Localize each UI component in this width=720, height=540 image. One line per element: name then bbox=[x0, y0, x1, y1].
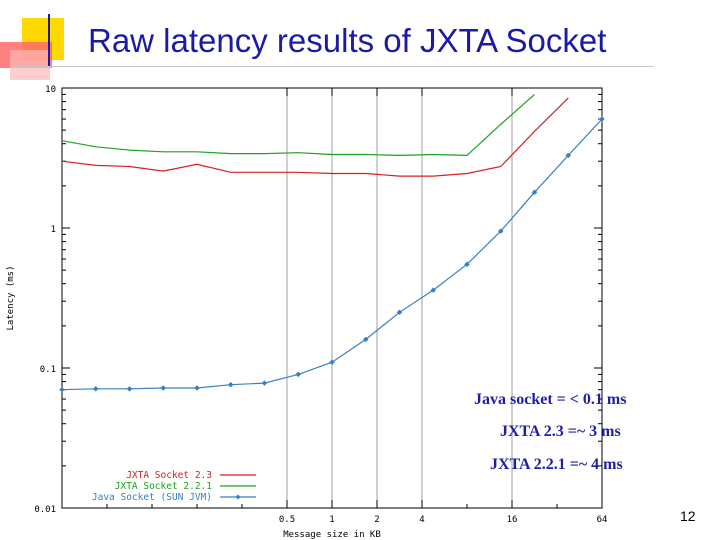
x-tick-label: 64 bbox=[597, 515, 608, 525]
data-point bbox=[160, 385, 167, 391]
slide-title: Raw latency results of JXTA Socket bbox=[88, 22, 607, 59]
data-point bbox=[599, 116, 605, 122]
data-point bbox=[227, 381, 234, 388]
deco-horizontal-rule bbox=[14, 66, 654, 67]
x-axis-label: Message size in KB bbox=[283, 530, 381, 540]
y-tick-label: 0.1 bbox=[40, 365, 56, 375]
data-point bbox=[497, 228, 504, 234]
x-tick-label: 16 bbox=[507, 515, 518, 525]
data-point bbox=[531, 189, 538, 196]
deco-vertical-rule bbox=[48, 14, 50, 66]
data-point bbox=[362, 336, 369, 343]
legend-label: JXTA Socket 2.3 bbox=[126, 470, 212, 481]
data-point bbox=[59, 386, 65, 393]
x-tick-label: 2 bbox=[374, 515, 379, 525]
data-point bbox=[430, 287, 437, 293]
x-tick-label: 0.5 bbox=[279, 515, 295, 525]
page-number: 12 bbox=[680, 508, 696, 524]
data-point bbox=[126, 385, 133, 392]
data-point bbox=[396, 309, 403, 316]
deco-pink-block bbox=[10, 50, 50, 80]
data-point bbox=[261, 380, 268, 386]
x-tick-label: 1 bbox=[329, 515, 334, 525]
legend-marker bbox=[235, 494, 241, 500]
data-point bbox=[329, 359, 335, 366]
legend-label: Java Socket (SUN JVM) bbox=[92, 492, 212, 503]
legend-label: JXTA Socket 2.2.1 bbox=[115, 481, 213, 492]
annotation-java: Java socket = < 0.1 ms bbox=[474, 391, 627, 408]
data-point bbox=[464, 261, 470, 268]
series-line-1 bbox=[61, 93, 535, 157]
y-tick-label: 1 bbox=[51, 225, 56, 235]
data-point bbox=[295, 371, 302, 378]
data-point bbox=[194, 385, 200, 391]
y-tick-label: 10 bbox=[45, 85, 56, 95]
y-tick-label: 0.01 bbox=[34, 505, 56, 515]
series-line-0 bbox=[61, 97, 569, 177]
y-axis-label: Latency (ms) bbox=[6, 265, 16, 330]
annotation-jxta-221: JXTA 2.2.1 =~ 4 ms bbox=[490, 456, 623, 473]
data-point bbox=[92, 385, 99, 392]
annotation-jxta-23: JXTA 2.3 =~ 3 ms bbox=[500, 423, 621, 440]
x-tick-label: 4 bbox=[419, 515, 424, 525]
data-point bbox=[565, 152, 572, 159]
